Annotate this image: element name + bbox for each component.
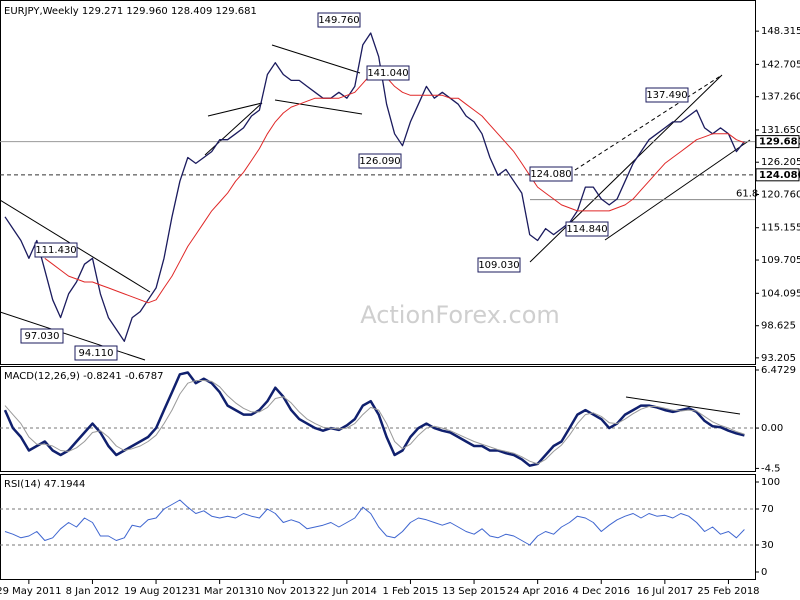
x-tick-label: 31 Mar 2013	[188, 586, 251, 597]
series-line	[4, 380, 745, 465]
y-tick-label: 148.315	[761, 26, 800, 37]
panel-title: EURJPY,Weekly 129.271 129.960 128.409 12…	[4, 6, 257, 17]
annotation: 114.840	[566, 224, 607, 235]
x-tick-label: 29 May 2011	[0, 586, 61, 597]
level-box	[755, 135, 800, 149]
trendline	[625, 396, 741, 415]
channel-line	[529, 74, 723, 263]
y-tick-label: 109.705	[761, 255, 800, 266]
panel-title: MACD(12,26,9) -0.8241 -0.6787	[4, 371, 164, 382]
trendline	[0, 311, 146, 361]
annotation-box	[74, 345, 118, 361]
y-tick-label: 137.260	[761, 92, 800, 103]
trendlines	[0, 44, 751, 415]
panel-title: RSI(14) 47.1944	[4, 479, 85, 490]
y-tick-label: 0	[761, 567, 767, 578]
annotation-box	[358, 153, 402, 169]
y-tick-label: 131.650	[761, 125, 800, 136]
x-tick-label: 4 Dec 2016	[572, 586, 630, 597]
annotation-box	[317, 12, 361, 28]
trendline	[274, 99, 363, 115]
y-tick-label: 104.095	[761, 288, 800, 299]
price-panel	[0, 0, 756, 365]
y-tick-label: 120.760	[761, 190, 800, 201]
y-tick-label: 6.4729	[761, 365, 796, 376]
annotation-box	[529, 166, 573, 182]
annotation: 124.080	[530, 169, 571, 180]
annotation: 137.490	[646, 90, 687, 101]
x-tick-label: 16 Jul 2017	[637, 586, 694, 597]
annotation-box	[20, 328, 64, 344]
y-tick-label: 0.00	[761, 423, 783, 434]
rsi-panel	[0, 474, 756, 580]
x-tick-label: 24 Apr 2016	[507, 586, 569, 597]
y-tick-label: -4.5	[761, 463, 781, 474]
annotation: 111.430	[35, 245, 76, 256]
x-tick-label: 8 Jan 2012	[66, 586, 120, 597]
y-tick-label: 142.705	[761, 59, 800, 70]
x-tick-label: 1 Feb 2015	[383, 586, 439, 597]
y-tick-label: 30	[761, 540, 774, 551]
annotation: 141.040	[367, 68, 408, 79]
x-tick-label: 13 Sep 2015	[442, 586, 505, 597]
macd-panel	[0, 366, 756, 472]
series-line	[3, 371, 745, 467]
channel-line	[604, 139, 751, 241]
annotation: 94.110	[79, 348, 114, 359]
annotation-box	[34, 242, 78, 258]
fib-label: 61.8	[736, 189, 758, 200]
annotation: 126.090	[359, 156, 400, 167]
annotation: 149.760	[318, 15, 359, 26]
level-label: 129.681	[759, 137, 800, 148]
annotation: 97.030	[25, 331, 60, 342]
series-line	[4, 499, 745, 546]
y-tick-label: 93.205	[761, 353, 796, 364]
series-line	[4, 32, 745, 342]
annotation-box	[565, 221, 609, 237]
annotation-box	[477, 257, 521, 273]
series-line	[44, 71, 745, 304]
y-tick-label: 126.205	[761, 157, 800, 168]
annotation-box	[366, 65, 410, 81]
x-tick-label: 22 Jun 2014	[317, 586, 377, 597]
channel-line	[574, 74, 723, 171]
y-tick-label: 100	[761, 477, 780, 488]
y-tick-label: 98.625	[761, 321, 796, 332]
level-label: 124.080	[759, 170, 800, 181]
annotation-box	[645, 87, 689, 103]
x-tick-label: 25 Feb 2018	[697, 586, 759, 597]
trendline	[207, 102, 263, 117]
watermark: ActionForex.com	[360, 301, 560, 329]
x-tick-label: 10 Nov 2013	[251, 586, 315, 597]
trendline	[204, 102, 263, 156]
x-tick-label: 19 Aug 2012	[124, 586, 188, 597]
trendline	[271, 44, 361, 74]
level-box	[755, 168, 800, 182]
y-tick-label: 70	[761, 504, 774, 515]
annotation: 109.030	[478, 260, 519, 271]
y-tick-label: 115.155	[761, 223, 800, 234]
